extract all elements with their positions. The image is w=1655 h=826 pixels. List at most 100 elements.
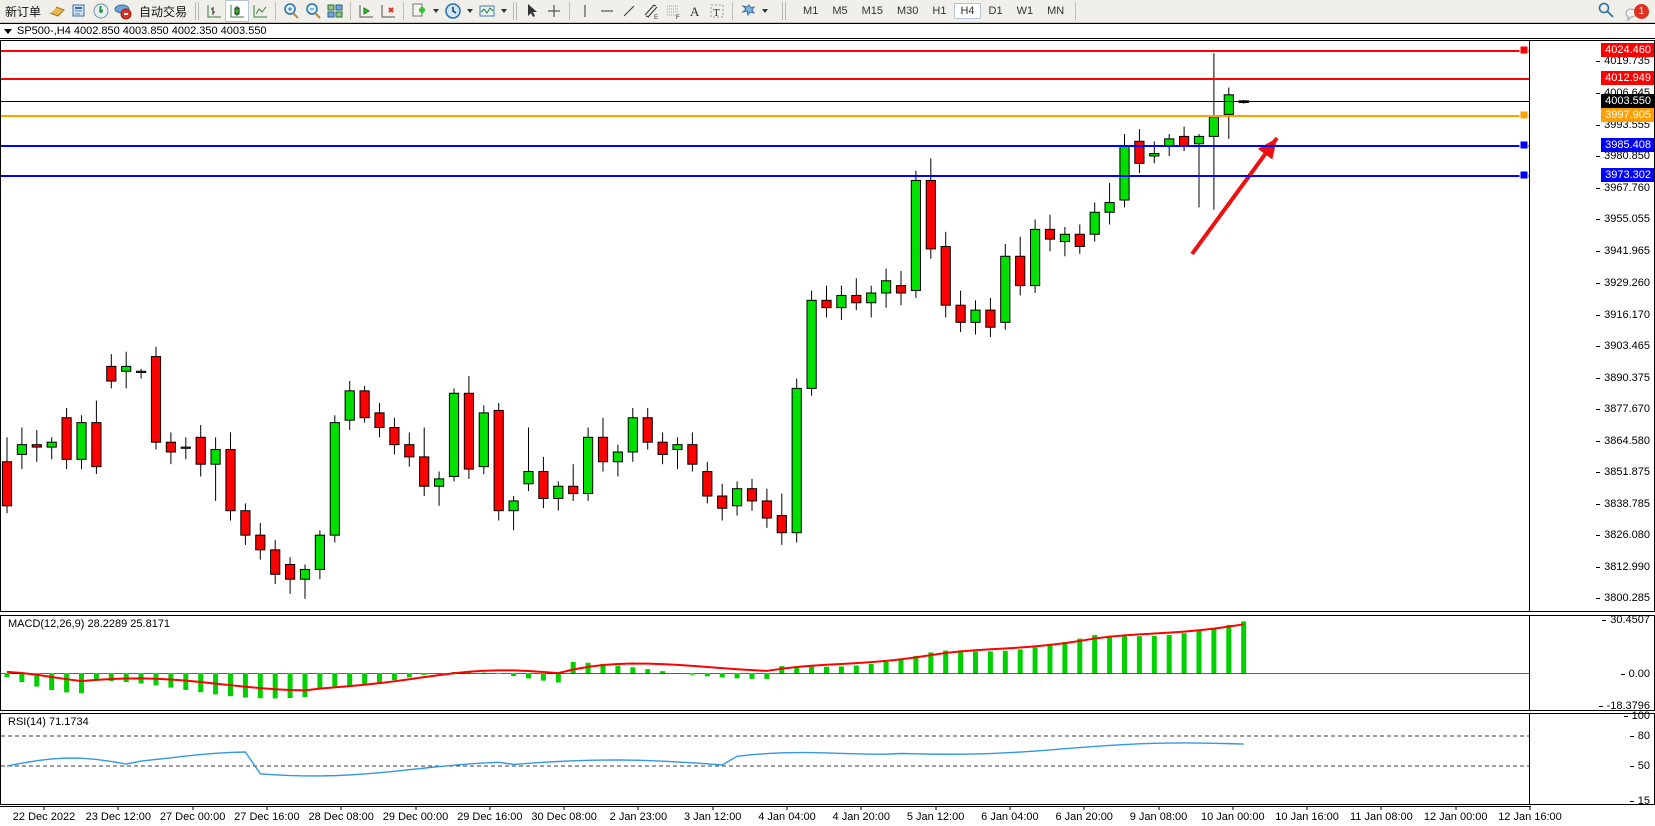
macd-tick: -18.3796 [1598, 700, 1650, 713]
zoom-out-icon[interactable] [302, 1, 324, 21]
time-tick: 12 Jan 16:00 [1498, 811, 1562, 823]
auto-trading-button[interactable]: 自动交易 [134, 1, 192, 21]
price-level-resistance-1[interactable] [1, 77, 1530, 80]
vertical-line-icon[interactable] [574, 1, 596, 21]
svg-text:F: F [676, 15, 680, 20]
price-level-support-1[interactable] [1, 145, 1530, 148]
timeframe-h4[interactable]: H4 [954, 3, 981, 19]
timeframe-m1[interactable]: M1 [803, 5, 819, 17]
autotrading-icon[interactable] [112, 1, 134, 21]
price-plot-area[interactable] [1, 41, 1530, 611]
cursor-icon[interactable] [521, 1, 543, 21]
candlestick-series [1, 53, 1249, 599]
chart-menu-icon[interactable] [4, 28, 12, 34]
macd-plot-area[interactable] [1, 616, 1530, 710]
chart-title-bar: SP500-,H4 4002.850 4003.850 4002.350 400… [0, 23, 1655, 39]
equidistant-channel-icon[interactable]: E [640, 1, 662, 21]
time-tick-mark [935, 807, 937, 810]
rsi-tick: 100 [1623, 710, 1650, 722]
price-level-support-2[interactable] [1, 174, 1530, 177]
alerts-icon[interactable]: 1 [1623, 3, 1649, 22]
timeframe-m15[interactable]: M15 [861, 5, 883, 17]
timeframe-h1[interactable]: H1 [932, 5, 947, 17]
time-scale[interactable]: 22 Dec 2022 23 Dec 12:00 27 Dec 00:00 27 De… [0, 806, 1562, 826]
new-order-label: 新订单 [5, 4, 42, 19]
toolbar-grip[interactable] [513, 2, 519, 20]
svg-text:E: E [654, 15, 658, 20]
chevron-down-icon[interactable] [762, 9, 769, 13]
level-handle-order-level[interactable] [1519, 110, 1529, 120]
horizontal-line-icon[interactable] [596, 1, 618, 21]
rsi-tick: 50 [1629, 760, 1650, 772]
objects-icon[interactable] [737, 1, 759, 21]
bullish-arrow-annotation[interactable] [1, 41, 1530, 611]
svg-text:T: T [713, 7, 720, 19]
time-tick-mark [1083, 807, 1085, 810]
chevron-down-icon[interactable] [501, 9, 508, 13]
macd-tick: 0.00 [1620, 667, 1650, 680]
line-chart-icon[interactable] [249, 1, 271, 21]
candle-chart-icon[interactable] [225, 0, 250, 22]
rsi-label: RSI(14) 71.1734 [6, 716, 91, 728]
periods-icon[interactable] [442, 1, 464, 21]
toolbar-grip[interactable] [195, 2, 201, 20]
indicators-icon[interactable] [408, 1, 430, 21]
time-tick-mark [1455, 807, 1457, 810]
time-tick-mark [266, 807, 268, 810]
text-icon[interactable]: A [684, 1, 706, 21]
terminal-icon[interactable] [68, 1, 90, 21]
price-tick: 3955.055 [1596, 213, 1650, 226]
timeframe-w1[interactable]: W1 [1016, 5, 1034, 17]
toolbar-grip-2[interactable] [777, 1, 792, 21]
tile-windows-icon[interactable] [324, 1, 346, 21]
time-tick: 12 Jan 00:00 [1423, 811, 1488, 823]
price-level-order-level[interactable] [1, 114, 1530, 117]
macd-pane: MACD(12,26,9) 28.2289 25.8171 30.4507 0.0… [0, 614, 1655, 713]
chevron-down-icon[interactable] [433, 9, 440, 13]
crosshair-icon[interactable] [543, 1, 565, 21]
autoscroll-icon[interactable] [377, 1, 399, 21]
new-order-button[interactable]: 新订单 [0, 1, 46, 21]
fibonacci-icon[interactable]: F [662, 1, 684, 21]
price-tag-resistance-2[interactable]: 4024.460 [1601, 42, 1654, 57]
price-tag-last-price[interactable]: 4003.550 [1601, 93, 1654, 108]
rsi-tick: 15 [1629, 795, 1650, 807]
signals-icon[interactable] [90, 1, 112, 21]
time-tick-mark [1306, 807, 1308, 810]
trendline-icon[interactable] [618, 1, 640, 21]
price-level-resistance-2[interactable] [1, 49, 1530, 52]
time-tick-mark [637, 807, 639, 810]
price-tag-support-2[interactable]: 3973.302 [1601, 167, 1654, 182]
timeframe-m5[interactable]: M5 [832, 5, 848, 17]
level-handle-support-1[interactable] [1519, 140, 1529, 150]
price-level-last-price[interactable] [1, 100, 1530, 102]
macd-series [1, 621, 1530, 699]
timeframe-d1[interactable]: D1 [988, 5, 1003, 17]
zoom-in-icon[interactable] [280, 1, 302, 21]
text-label-icon[interactable]: T [706, 1, 728, 21]
timeframe-m30[interactable]: M30 [897, 5, 919, 17]
timeframe-mn[interactable]: MN [1047, 5, 1065, 17]
price-tick: 3800.285 [1596, 592, 1650, 605]
price-scale[interactable]: 4024.460 4012.949 4003.550 3997.905 3985.408… [1529, 41, 1654, 611]
time-tick-mark [786, 807, 788, 810]
time-tick: 6 Jan 20:00 [1055, 811, 1113, 823]
price-tag-order-level[interactable]: 3997.905 [1601, 107, 1654, 122]
svg-text:A: A [690, 4, 700, 19]
chevron-down-icon[interactable] [467, 9, 474, 13]
shift-end-icon[interactable] [355, 1, 377, 21]
price-tag-resistance-1[interactable]: 4012.949 [1601, 70, 1654, 85]
bar-chart-icon[interactable] [203, 1, 225, 21]
price-tick: 3980.850 [1596, 150, 1650, 163]
time-tick-mark [43, 807, 45, 810]
time-tick: 4 Jan 04:00 [758, 811, 816, 823]
rsi-plot-area[interactable] [1, 714, 1530, 804]
find-icon[interactable] [1597, 1, 1615, 24]
time-tick-mark [1232, 807, 1234, 810]
templates-icon[interactable] [476, 1, 498, 21]
price-tag-support-1[interactable]: 3985.408 [1601, 138, 1654, 153]
level-handle-resistance-2[interactable] [1519, 45, 1529, 55]
book-icon[interactable] [46, 1, 68, 21]
time-tick: 5 Jan 12:00 [906, 811, 965, 823]
level-handle-support-2[interactable] [1519, 170, 1529, 180]
